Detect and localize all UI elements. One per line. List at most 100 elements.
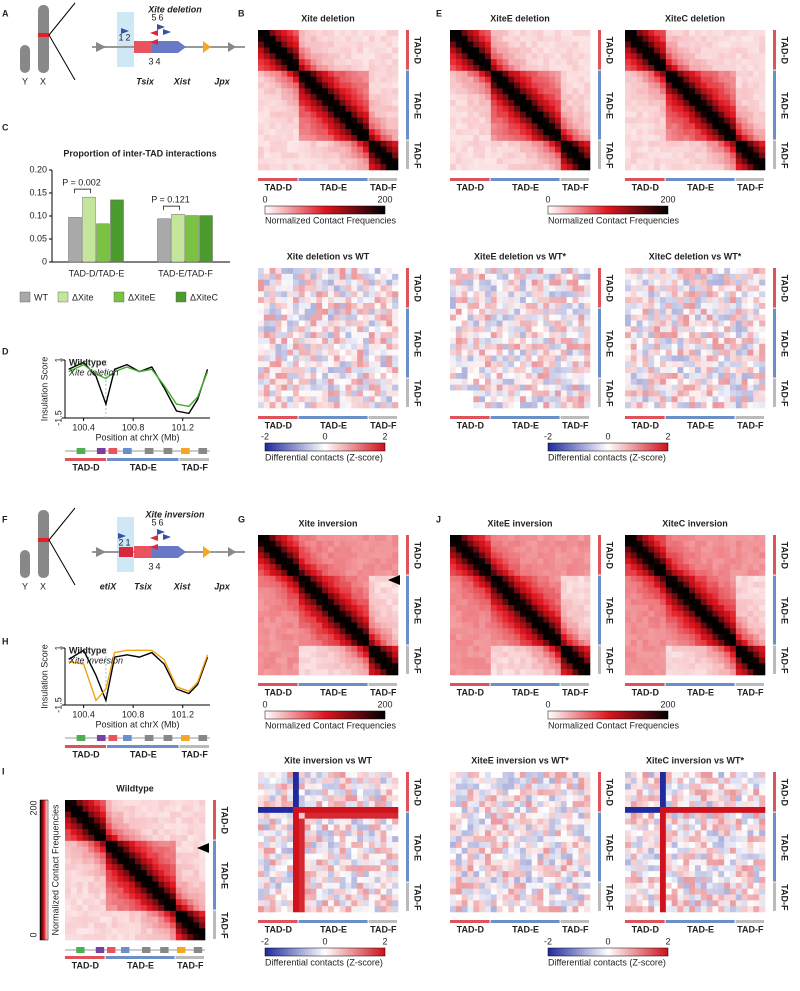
heatmap-cell (467, 105, 474, 112)
heatmap-cell (730, 390, 737, 397)
heatmap-cell (660, 581, 667, 588)
heatmap-cell (304, 367, 311, 374)
heatmap-cell (549, 540, 556, 547)
heatmap-cell (677, 297, 684, 304)
heatmap-cell (712, 540, 719, 547)
map-title: XiteE deletion (490, 13, 550, 23)
heatmap-cell (450, 355, 457, 362)
heatmap-cell (660, 540, 667, 547)
heatmap-cell (328, 123, 335, 130)
heatmap-cell (753, 320, 760, 327)
heatmap-cell (660, 100, 667, 107)
heatmap-cell (560, 657, 567, 664)
heatmap-cell (380, 669, 387, 676)
heatmap-cell (584, 65, 591, 72)
heatmap-cell (712, 30, 719, 37)
primer (157, 24, 165, 30)
heatmap-cell (357, 367, 364, 374)
heatmap-cell (531, 628, 538, 635)
heatmap-cell (706, 349, 713, 356)
heatmap-cell (322, 367, 329, 374)
heatmap-cell (316, 587, 323, 594)
heatmap-cell (333, 30, 340, 37)
heatmap-cell (351, 268, 358, 275)
heatmap-cell (467, 135, 474, 142)
heatmap-cell (386, 610, 393, 617)
heatmap-cell (374, 587, 381, 594)
heatmap-cell (700, 123, 707, 130)
heatmap-cell (496, 634, 503, 641)
heatmap-cell (712, 279, 719, 286)
heatmap-cell (386, 546, 393, 553)
heatmap-cell (747, 332, 754, 339)
heatmap-cell (461, 326, 468, 333)
heatmap-cell (455, 384, 462, 391)
heatmap-cell (514, 117, 521, 124)
heatmap-cell (269, 70, 276, 77)
zoom-line (48, 539, 76, 586)
heatmap-cell (485, 593, 492, 600)
heatmap-cell (357, 645, 364, 652)
heatmap-cell (386, 65, 393, 72)
heatmap-cell (677, 41, 684, 48)
heatmap-cell (718, 390, 725, 397)
heatmap-cell (316, 158, 323, 165)
heatmap-cell (357, 326, 364, 333)
heatmap-cell (339, 535, 346, 542)
heatmap-cell (531, 273, 538, 280)
heatmap-cell (531, 558, 538, 565)
heatmap-cell (455, 338, 462, 345)
heatmap-cell (298, 640, 305, 647)
heatmap-cell (496, 558, 503, 565)
heatmap-cell (386, 47, 393, 54)
heatmap-cell (473, 320, 480, 327)
heatmap-cell (496, 320, 503, 327)
heatmap-cell (537, 640, 544, 647)
heatmap-cell (357, 390, 364, 397)
tad-label: TAD-D (780, 275, 790, 303)
heatmap-cell (759, 297, 766, 304)
heatmap-cell (467, 640, 474, 647)
heatmap-cell (560, 279, 567, 286)
heatmap-cell (537, 326, 544, 333)
map-title: XiteC deletion (665, 13, 725, 23)
heatmap-cell (316, 59, 323, 66)
heatmap-cell (753, 540, 760, 547)
heatmap-cell (665, 390, 672, 397)
heatmap-cell (339, 70, 346, 77)
heatmap-cell (351, 320, 358, 327)
heatmap-cell (496, 396, 503, 403)
heatmap-cell (490, 308, 497, 315)
heatmap-cell (496, 41, 503, 48)
heatmap-cell (572, 326, 579, 333)
heatmap-cell (490, 268, 497, 275)
heatmap-cell (549, 53, 556, 60)
heatmap-cell (392, 402, 399, 409)
heatmap-cell (648, 129, 655, 136)
heatmap-cell (322, 164, 329, 171)
primer-label: 2 (118, 537, 123, 547)
heatmap-cell (298, 94, 305, 101)
heatmap-cell (287, 297, 294, 304)
heatmap-cell (467, 558, 474, 565)
heatmap-cell (328, 355, 335, 362)
heatmap-cell (578, 320, 585, 327)
heatmap-cell (660, 343, 667, 350)
heatmap-cell (490, 82, 497, 89)
heatmap-cell (531, 314, 538, 321)
heatmap-cell (514, 30, 521, 37)
heatmap-cell (450, 146, 457, 153)
heatmap-cell (380, 314, 387, 321)
heatmap-cell (700, 367, 707, 374)
heatmap-cell (665, 82, 672, 89)
heatmap-cell (514, 320, 521, 327)
tad-label: TAD-D (632, 420, 660, 430)
heatmap-cell (584, 610, 591, 617)
heatmap-cell (531, 663, 538, 670)
heatmap-cell (654, 53, 661, 60)
heatmap-cell (485, 279, 492, 286)
heatmap-cell (753, 378, 760, 385)
heatmap-cell (339, 645, 346, 652)
heatmap-cell (706, 320, 713, 327)
heatmap-cell (671, 396, 678, 403)
